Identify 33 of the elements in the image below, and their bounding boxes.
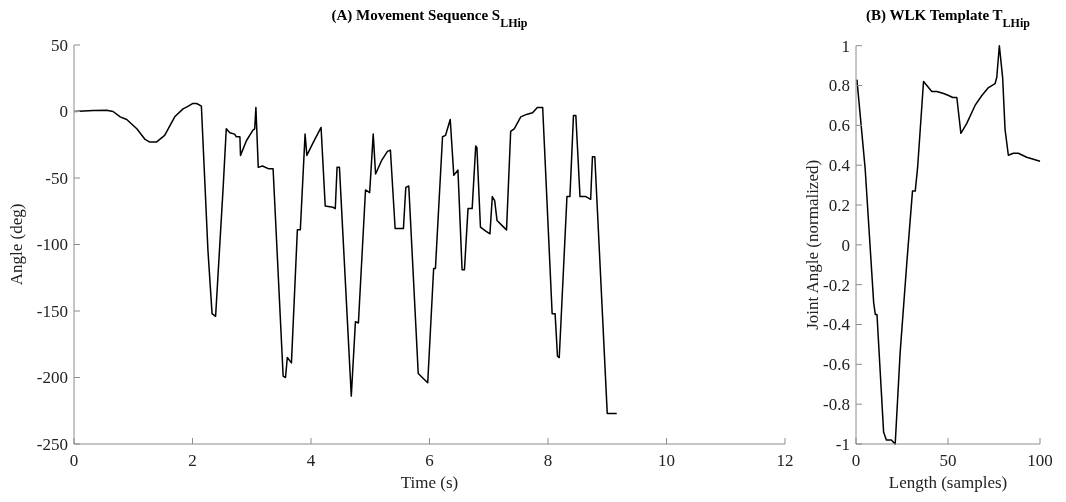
y-tick-label: -250: [36, 434, 68, 454]
x-tick-label: 50: [939, 451, 957, 470]
y-tick-label: 0.6: [828, 116, 850, 136]
y-tick-label: -200: [36, 368, 68, 388]
y-tick-label: -50: [45, 168, 68, 188]
y-axis-title: Angle (deg): [7, 203, 26, 286]
x-tick-label: 12: [776, 451, 794, 470]
x-tick-label: 6: [425, 451, 434, 470]
y-tick-label: 0.4: [828, 156, 851, 176]
x-axis-title: Length (samples): [888, 473, 1008, 492]
y-tick-label: -0.8: [823, 395, 850, 415]
y-tick-label: 50: [51, 35, 68, 55]
x-tick-label: 8: [543, 451, 553, 470]
x-tick-label: 2: [188, 451, 197, 470]
x-tick-label: 10: [658, 451, 675, 470]
y-tick-label: -0.2: [823, 275, 850, 295]
x-tick-label: 100: [1027, 451, 1053, 470]
y-tick-label: 0: [59, 102, 68, 122]
y-tick-label: 0.2: [828, 195, 850, 215]
y-tick-label: 0: [841, 235, 850, 255]
y-tick-label: -0.6: [823, 355, 850, 375]
chart-title: (A) Movement Sequence S$_{LHip}$: [331, 7, 528, 30]
line-series: [856, 44, 1041, 445]
y-axis-title: Joint Angle (normalized): [803, 159, 822, 330]
y-tick-label: -100: [36, 235, 68, 255]
y-tick-label: 1: [841, 36, 850, 56]
x-axis-title: Time (s): [400, 473, 459, 492]
chart-title: (B) WLK Template T$_{LHip}$: [866, 7, 1031, 30]
y-tick-label: -150: [36, 301, 68, 321]
y-tick-label: -0.4: [823, 315, 851, 335]
y-tick-label: 0.8: [828, 76, 850, 96]
x-tick-label: 4: [306, 451, 316, 470]
y-tick-label: -1: [835, 434, 850, 454]
